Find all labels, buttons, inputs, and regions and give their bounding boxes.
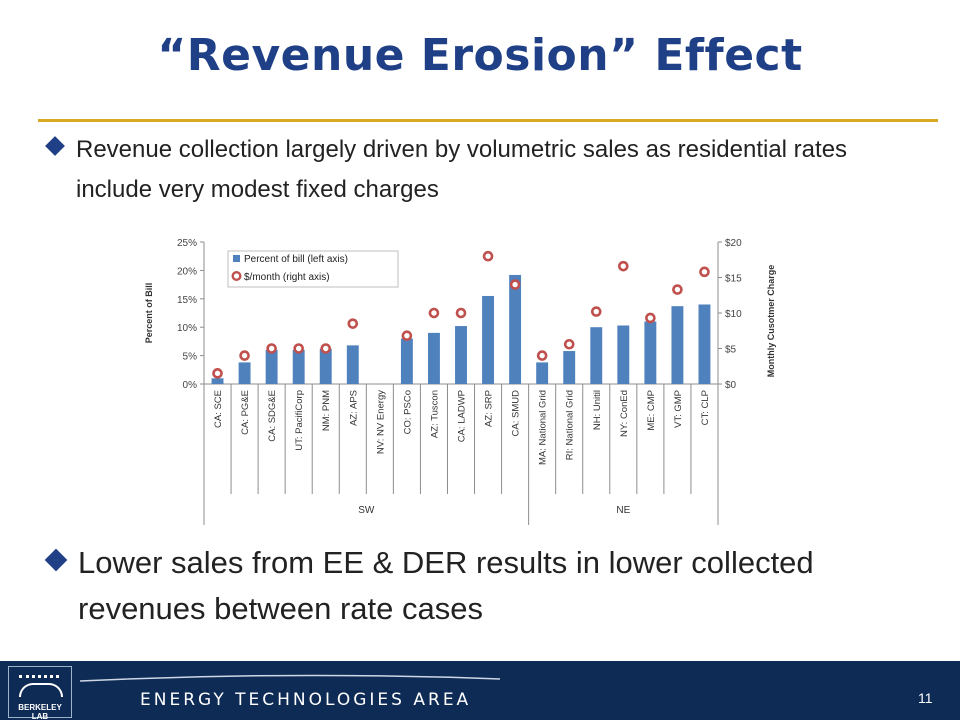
right-tick-label: $10: [725, 309, 742, 320]
category-label: AZ: Tuscon: [429, 390, 440, 438]
category-label: CT: CLP: [700, 390, 711, 425]
bar: [698, 304, 711, 384]
bar: [617, 325, 630, 384]
bar: [509, 274, 522, 384]
category-label: CA: SMUD: [511, 390, 522, 437]
legend-box: [227, 250, 399, 288]
footer-bar: [0, 661, 960, 720]
left-tick-label: 10%: [177, 323, 197, 334]
bullet-2: Lower sales from EE & DER results in low…: [44, 540, 924, 632]
bar: [590, 327, 603, 384]
category-label: ME: CMP: [646, 390, 657, 431]
category-label: CA: SDG&E: [267, 390, 278, 442]
bar: [671, 306, 684, 384]
bar: [346, 345, 359, 384]
left-tick-label: 5%: [183, 352, 198, 363]
legend-bar-swatch: [233, 255, 240, 262]
data-point: [699, 266, 710, 278]
data-point: [509, 279, 521, 290]
data-point: [455, 307, 467, 319]
right-tick-label: $5: [725, 345, 737, 356]
data-point: [645, 312, 656, 324]
page-number: 11: [918, 690, 933, 706]
data-point: [293, 343, 304, 354]
y-axis-title: Percent of Bill: [144, 283, 154, 344]
category-label: CA: PG&E: [240, 390, 251, 435]
logo-text: BERKELEY LAB: [18, 703, 62, 721]
category-label: MA: National Grid: [538, 390, 549, 465]
bar: [644, 321, 657, 384]
data-point: [590, 306, 602, 317]
bar: [455, 326, 467, 384]
category-label: NM: PNM: [321, 390, 332, 431]
data-point: [347, 318, 359, 329]
category-label: NV: NV Energy: [375, 390, 386, 454]
right-tick-label: $0: [725, 380, 737, 391]
category-label: CA: SCE: [213, 390, 224, 428]
berkeley-lab-logo: BERKELEY LAB: [8, 666, 72, 721]
logo-dome-icon: [19, 683, 63, 697]
data-point: [536, 350, 548, 361]
bar: [238, 362, 251, 384]
category-label: NY: ConEd: [619, 390, 630, 437]
bar: [292, 349, 305, 384]
y-axis-right-title: Monthly Cusotmer Charge: [766, 265, 776, 378]
legend-label: Percent of bill (left axis): [244, 254, 348, 265]
category-label: CA: LADWP: [457, 390, 468, 442]
chart-container: 0% 5% 10% 15% 20% 25% $0 $5 $10 $15 $20 Percent of …: [127, 223, 787, 528]
left-tick-label: 0%: [183, 380, 198, 391]
group-label: NE: [616, 505, 630, 516]
right-tick-label: $15: [725, 274, 742, 285]
category-label: AZ: APS: [348, 390, 359, 426]
bar: [482, 295, 495, 384]
data-point: [618, 260, 629, 272]
data-point: [482, 250, 494, 262]
bullet-2-text: Lower sales from EE & DER results in low…: [78, 545, 814, 626]
data-point: [563, 338, 575, 350]
bullet-1-text: Revenue collection largely driven by vol…: [76, 136, 848, 203]
category-label: AZ: SRP: [484, 390, 495, 427]
group-label: SW: [358, 505, 375, 516]
revenue-chart: 0% 5% 10% 15% 20% 25% $0 $5 $10 $15 $20 Percent of …: [144, 238, 776, 525]
bar: [536, 362, 549, 384]
bar: [563, 351, 576, 384]
left-tick-label: 20%: [177, 266, 197, 277]
data-point: [266, 343, 277, 354]
data-point: [672, 284, 683, 295]
data-point: [401, 330, 413, 342]
data-point: [212, 368, 223, 379]
title-divider: [38, 119, 938, 122]
logo-dots-icon: [19, 675, 59, 686]
slide-title: “Revenue Erosion” Effect: [157, 30, 803, 81]
legend-label: $/month (right axis): [244, 272, 330, 283]
category-label: CO: PSCo: [402, 390, 413, 434]
right-tick-label: $20: [725, 238, 742, 249]
left-tick-label: 15%: [177, 295, 197, 306]
swoosh-line-icon: [80, 674, 500, 682]
data-point: [239, 350, 250, 361]
bullet-1: Revenue collection largely driven by vol…: [44, 130, 904, 210]
category-label: NH: Unitil: [592, 390, 603, 430]
bar: [265, 349, 278, 384]
data-point: [428, 307, 440, 319]
category-label: RI: National Grid: [565, 390, 576, 460]
diamond-bullet-icon: [45, 136, 65, 156]
bar: [400, 338, 413, 384]
diamond-bullet-icon: [44, 548, 68, 572]
left-tick-label: 25%: [177, 238, 197, 249]
category-label: VT: GMP: [673, 390, 684, 428]
energy-technologies-area-label: ENERGY TECHNOLOGIES AREA: [140, 690, 472, 710]
bar: [427, 332, 440, 384]
legend-dot-swatch: [231, 271, 242, 282]
bar: [211, 378, 224, 384]
bar: [319, 348, 332, 384]
data-point: [320, 343, 332, 354]
category-label: UT: PacifiCorp: [294, 390, 305, 451]
